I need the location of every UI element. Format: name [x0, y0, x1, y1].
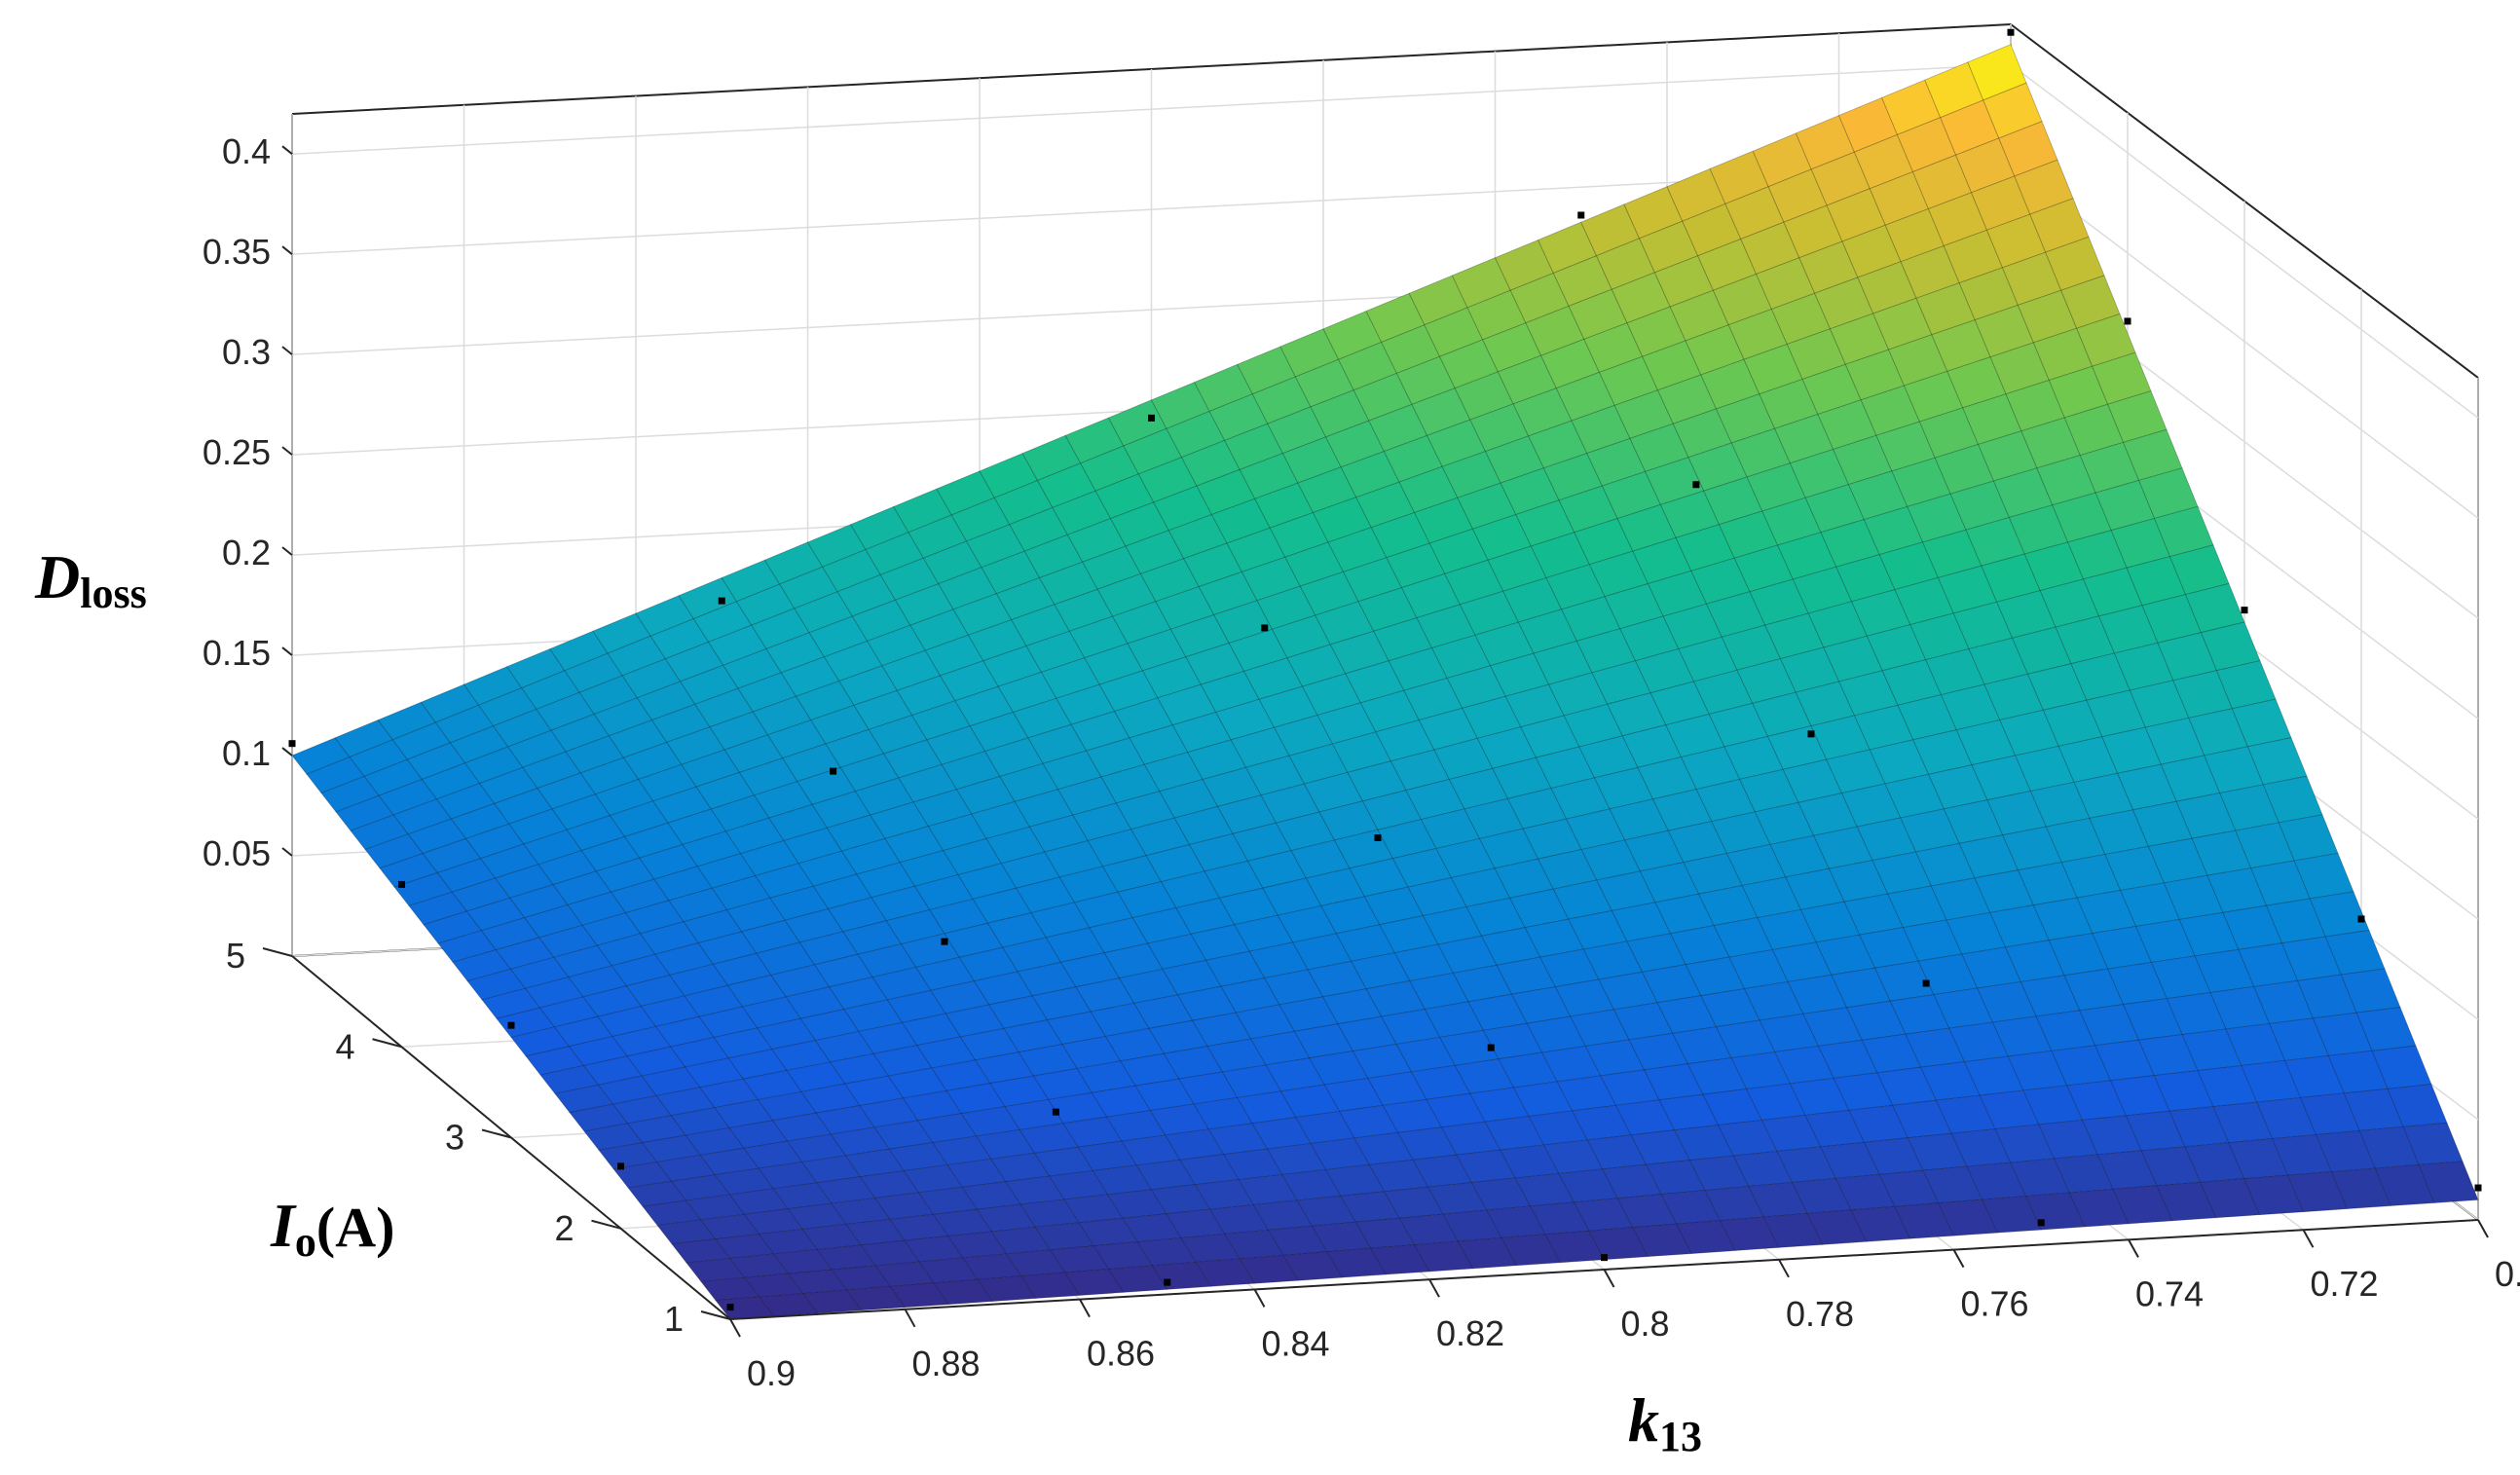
data-point — [726, 1304, 734, 1311]
data-point — [398, 880, 405, 888]
data-point — [2357, 915, 2365, 923]
z-axis-label: Dloss — [34, 542, 147, 617]
x-tick — [2477, 1219, 2489, 1238]
data-point — [1148, 414, 1155, 422]
data-point — [2007, 28, 2015, 36]
data-point — [2241, 607, 2248, 614]
data-point — [288, 740, 296, 748]
data-point — [2037, 1219, 2045, 1227]
x-tick — [1603, 1269, 1615, 1288]
surface-cell — [2402, 1122, 2464, 1165]
data-point — [2124, 317, 2131, 325]
x-tick — [1428, 1278, 1440, 1298]
x-tick — [1778, 1259, 1790, 1278]
y-tick — [372, 1038, 402, 1049]
data-point — [941, 938, 948, 945]
data-point — [1374, 834, 1382, 841]
z-tick-label: 0.4 — [222, 131, 271, 171]
x-tick-label: 0.9 — [747, 1353, 796, 1393]
y-tick-label: 3 — [445, 1118, 464, 1158]
data-point — [2474, 1184, 2482, 1192]
z-tick-label: 0.05 — [203, 833, 271, 873]
x-tick — [1079, 1299, 1091, 1318]
x-axis-label: k13 — [1628, 1385, 1702, 1460]
data-point — [1052, 1108, 1059, 1116]
x-tick-label: 0.74 — [2135, 1273, 2204, 1313]
grid-line — [291, 63, 2012, 155]
data-point — [1487, 1044, 1495, 1051]
y-tick — [700, 1310, 731, 1320]
grid-line — [2010, 164, 2479, 519]
x-tick-label: 0.84 — [1261, 1323, 1329, 1363]
z-tick — [281, 145, 293, 155]
tick-marks — [262, 145, 2489, 1338]
data-point — [1922, 979, 1930, 987]
z-tick-label: 0.2 — [222, 533, 271, 572]
data-point — [1577, 211, 1585, 219]
surface-cell — [1983, 82, 2043, 139]
surface-cell — [1998, 121, 2058, 177]
z-tick — [281, 346, 293, 355]
x-tick — [1952, 1249, 1965, 1269]
surface-cell — [2123, 428, 2183, 481]
x-tick-label: 0.78 — [1786, 1294, 1854, 1334]
surface-cell — [1967, 44, 2027, 101]
z-tick-label: 0.3 — [222, 332, 271, 372]
data-points — [288, 28, 2482, 1311]
data-point — [1692, 481, 1700, 489]
x-tick — [1253, 1288, 1266, 1308]
data-point — [1807, 730, 1815, 738]
y-tick-label: 2 — [554, 1208, 574, 1248]
tick-labels: 0.90.880.860.840.820.80.780.760.740.720.… — [203, 131, 2520, 1393]
data-point — [1601, 1254, 1608, 1262]
x-tick — [904, 1309, 916, 1328]
x-tick-label: 0.76 — [1960, 1284, 2028, 1324]
y-tick-label: 1 — [664, 1299, 684, 1339]
data-point — [1164, 1278, 1171, 1286]
x-tick-label: 0.8 — [1620, 1304, 1669, 1344]
x-tick-label: 0.88 — [911, 1344, 980, 1383]
grid-line — [2010, 63, 2479, 419]
x-tick-label: 0.86 — [1087, 1334, 1155, 1374]
y-tick — [262, 947, 293, 957]
data-point — [617, 1162, 624, 1170]
z-tick — [281, 546, 293, 556]
x-tick-label: 0.82 — [1436, 1313, 1504, 1353]
surface-cell — [2293, 852, 2354, 900]
y-tick-label: 5 — [226, 936, 245, 976]
y-axis-label: Io(A) — [270, 1191, 394, 1266]
surface-cell — [2418, 1161, 2479, 1203]
surface-cell — [2138, 467, 2199, 519]
data-point — [830, 767, 837, 775]
y-tick — [481, 1128, 512, 1139]
data-point — [718, 597, 725, 605]
z-tick — [281, 245, 293, 255]
surface-cell — [2014, 159, 2074, 215]
x-tick — [2128, 1238, 2139, 1258]
z-tick — [281, 446, 293, 456]
data-point — [1261, 624, 1269, 632]
surface-cell — [2184, 582, 2245, 634]
y-tick — [591, 1219, 621, 1230]
surface-cell — [2107, 390, 2168, 443]
x-tick-label: 0.7 — [2495, 1254, 2520, 1294]
z-tick-label: 0.35 — [203, 232, 271, 272]
x-tick — [2302, 1229, 2315, 1248]
z-tick-label: 0.1 — [222, 733, 271, 773]
z-tick — [281, 747, 293, 756]
z-tick-label: 0.15 — [203, 633, 271, 673]
z-tick — [281, 646, 293, 656]
z-tick-label: 0.25 — [203, 432, 271, 472]
surface-cell — [2371, 1045, 2432, 1089]
y-tick-label: 4 — [335, 1026, 354, 1066]
x-tick-label: 0.72 — [2310, 1264, 2378, 1304]
x-tick — [729, 1318, 741, 1338]
surface-mesh — [291, 44, 2479, 1320]
data-point — [507, 1021, 515, 1029]
z-tick — [281, 847, 293, 857]
surface-cell — [2092, 351, 2152, 405]
